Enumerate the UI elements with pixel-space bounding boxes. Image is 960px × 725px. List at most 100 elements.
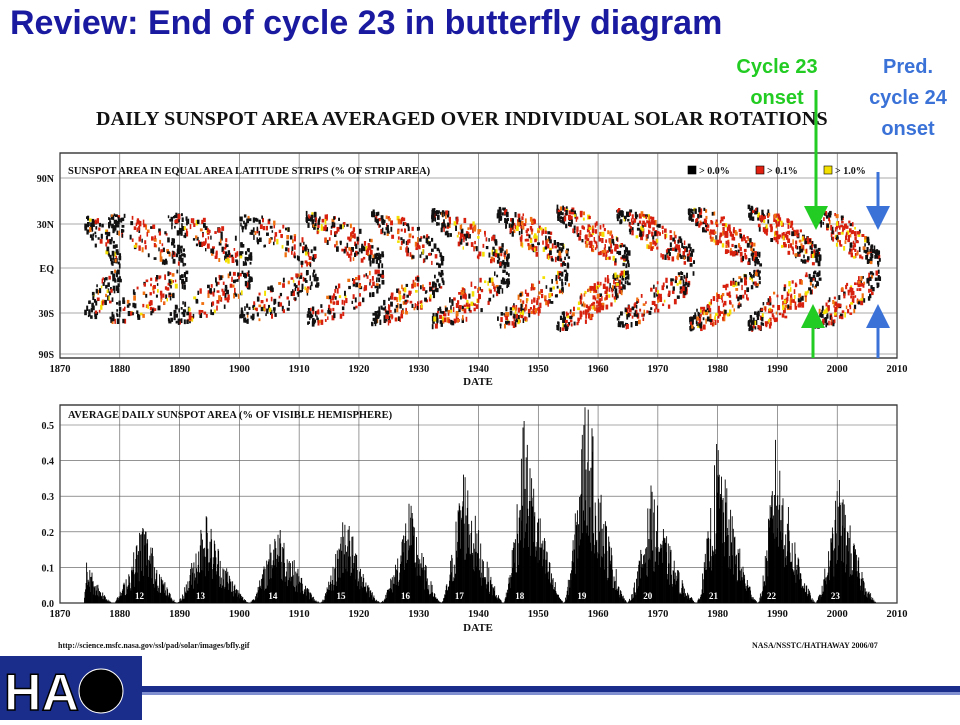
butterfly-cell <box>710 229 712 233</box>
area-cycle-bars <box>698 444 757 603</box>
butterfly-cell <box>735 288 738 291</box>
butterfly-cell <box>310 308 312 311</box>
butterfly-cell <box>836 243 838 247</box>
butterfly-cell <box>338 284 340 289</box>
butterfly-cell <box>156 295 158 298</box>
butterfly-cell <box>190 224 192 229</box>
butterfly-cell <box>359 248 361 252</box>
butterfly-cell <box>693 271 695 276</box>
butterfly-cell <box>431 249 434 252</box>
butterfly-cell <box>665 278 667 283</box>
butterfly-cell <box>242 244 244 248</box>
butterfly-cell <box>791 300 792 303</box>
butterfly-cell <box>248 274 250 277</box>
butterfly-cell <box>731 244 733 247</box>
butterfly-cell <box>118 217 120 222</box>
butterfly-cell <box>293 280 295 283</box>
butterfly-cell <box>616 295 619 298</box>
butterfly-cell <box>820 223 822 228</box>
butterfly-cell <box>757 312 760 317</box>
butterfly-cell <box>765 307 767 312</box>
butterfly-cell <box>456 221 458 225</box>
butterfly-cell <box>556 281 558 285</box>
butterfly-cell <box>642 225 644 228</box>
butterfly-cell <box>377 270 380 274</box>
butterfly-cell <box>370 250 373 255</box>
butterfly-cell <box>562 246 564 249</box>
butterfly-cell <box>531 311 533 314</box>
butterfly-cell <box>725 245 727 248</box>
butterfly-cell <box>778 221 780 224</box>
butterfly-cell <box>150 292 152 295</box>
butterfly-cell <box>849 287 852 292</box>
butterfly-cell <box>680 271 682 274</box>
butterfly-cell <box>455 226 457 231</box>
butterfly-cell <box>415 277 417 281</box>
butterfly-cell <box>709 319 712 322</box>
butterfly-cell <box>139 221 142 226</box>
butterfly-cell <box>294 283 296 286</box>
butterfly-cell <box>97 298 100 301</box>
butterfly-cell <box>174 220 177 223</box>
butterfly-chart-title: SUNSPOT AREA IN EQUAL AREA LATITUDE STRI… <box>68 166 431 177</box>
butterfly-cell <box>442 212 443 217</box>
butterfly-cell <box>235 253 237 258</box>
butterfly-cell <box>823 311 825 314</box>
butterfly-cell <box>702 310 704 315</box>
butterfly-cell <box>788 289 790 293</box>
butterfly-cell <box>310 263 311 267</box>
butterfly-cell <box>325 215 327 220</box>
butterfly-cell <box>333 313 335 318</box>
butterfly-cell <box>453 307 454 312</box>
butterfly-cell <box>782 305 784 310</box>
butterfly-cell <box>423 235 425 238</box>
butterfly-cell <box>250 262 252 265</box>
butterfly-cell <box>854 305 856 309</box>
butterfly-cell <box>664 300 666 303</box>
butterfly-cell <box>170 321 172 324</box>
butterfly-cell <box>690 210 692 214</box>
butterfly-cell <box>611 239 614 244</box>
butterfly-cell <box>653 285 655 289</box>
butterfly-cell <box>872 273 874 276</box>
legend-swatch <box>756 166 764 174</box>
butterfly-cell <box>560 258 562 261</box>
butterfly-cell <box>93 233 95 236</box>
butterfly-cell <box>231 277 233 282</box>
butterfly-cell <box>740 247 742 251</box>
butterfly-cell <box>868 296 870 301</box>
butterfly-cell <box>585 243 588 247</box>
butterfly-cell <box>696 317 699 321</box>
butterfly-cell <box>706 227 707 231</box>
butterfly-cell <box>554 246 557 249</box>
butterfly-cell <box>439 315 442 319</box>
butterfly-cell <box>611 289 613 292</box>
butterfly-cell <box>415 247 418 250</box>
butterfly-cell <box>435 254 438 258</box>
butterfly-cell <box>337 227 340 232</box>
butterfly-cell <box>492 282 494 286</box>
butterfly-cell <box>144 283 146 287</box>
butterfly-cell <box>534 233 537 238</box>
butterfly-cell <box>769 296 770 299</box>
butterfly-cell <box>95 235 97 238</box>
butterfly-cell <box>622 324 623 327</box>
butterfly-cell <box>108 276 110 280</box>
butterfly-cell <box>759 326 762 331</box>
butterfly-cell <box>438 308 440 311</box>
butterfly-cell <box>225 259 227 263</box>
butterfly-cell <box>422 249 423 254</box>
butterfly-cell <box>245 251 247 255</box>
butterfly-cell <box>132 216 134 220</box>
butterfly-cell <box>531 283 533 288</box>
butterfly-cell <box>241 290 243 294</box>
butterfly-cell <box>784 287 786 291</box>
butterfly-cell <box>837 235 839 240</box>
butterfly-cell <box>200 288 202 293</box>
butterfly-cell <box>244 274 247 279</box>
butterfly-cell <box>181 312 183 315</box>
butterfly-cell <box>448 310 451 313</box>
butterfly-cell <box>794 253 797 256</box>
butterfly-cell <box>172 294 175 299</box>
